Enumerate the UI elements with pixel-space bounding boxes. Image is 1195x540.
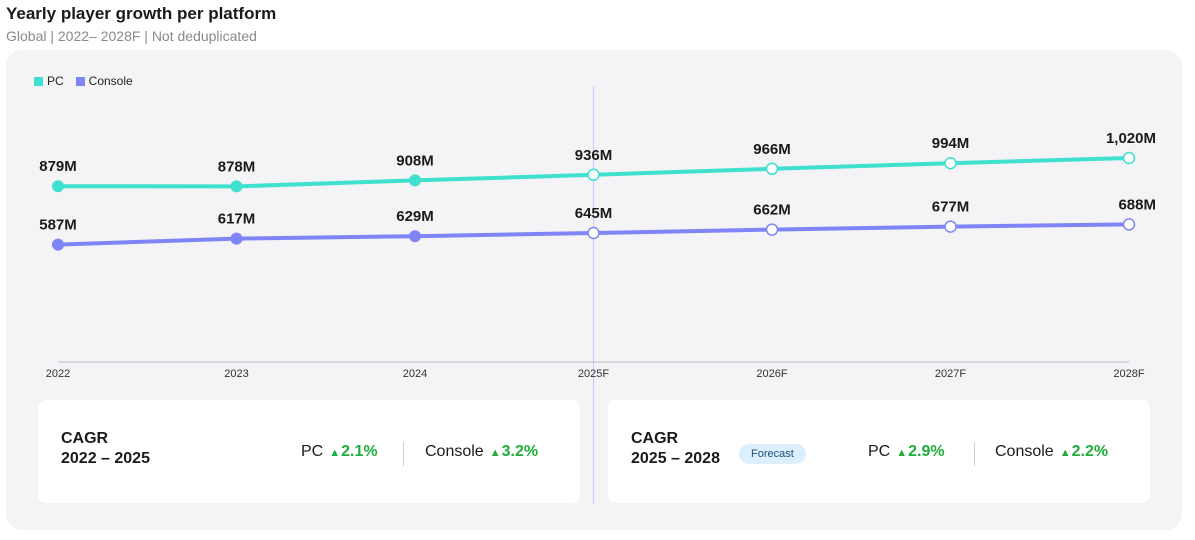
cagr-label: CAGR (631, 430, 679, 447)
data-label-console-2026f: 662M (753, 202, 791, 219)
cagr-console-name: Console (425, 443, 484, 460)
cagr-pc-metric: PC ▲2.1% (301, 443, 378, 461)
cagr-console-value: 3.2% (501, 443, 539, 460)
legend-swatch-console (75, 76, 85, 86)
data-label-console-2023: 617M (218, 211, 256, 228)
cagr-label: CAGR (61, 430, 109, 447)
cagr-range: 2025 – 2028 (631, 450, 720, 467)
forecast-badge: Forecast (739, 444, 806, 464)
data-point-pc-2028f (1122, 151, 1136, 165)
x-tick-label-2022: 2022 (46, 368, 70, 380)
legend-item-console[interactable]: Console (75, 74, 133, 88)
data-point-console-2028f (1122, 218, 1136, 231)
data-label-pc-2026f: 966M (753, 141, 791, 158)
up-arrow-icon: ▲ (329, 447, 341, 459)
cagr-console-metric: Console ▲3.2% (425, 443, 538, 461)
data-label-pc-2023: 878M (218, 158, 256, 175)
data-point-console-2026f (765, 223, 779, 236)
data-point-pc-2022 (52, 180, 64, 193)
cagr-pc-metric: PC ▲2.9% (868, 443, 945, 461)
data-label-pc-2028f: 1,020M (1106, 130, 1156, 147)
chart-legend: PC Console (34, 74, 133, 88)
data-label-console-2022: 587M (39, 217, 77, 234)
legend-label-console: Console (88, 74, 133, 88)
data-label-console-2027f: 677M (932, 199, 970, 216)
legend-swatch-pc (34, 76, 43, 86)
cagr-card-historical: CAGR 2022 – 2025 PC ▲2.1% Console ▲3.2% (38, 400, 580, 503)
data-point-pc-2024 (409, 174, 421, 187)
data-point-console-2022 (52, 238, 64, 251)
up-arrow-icon: ▲ (896, 447, 908, 459)
metric-divider (403, 442, 404, 466)
up-arrow-icon: ▲ (489, 447, 501, 459)
up-arrow-icon: ▲ (1059, 447, 1071, 459)
chart-subtitle: Global | 2022– 2028F | Not deduplicated (6, 28, 257, 44)
data-point-console-2024 (409, 230, 421, 243)
data-point-pc-2025f (587, 168, 600, 182)
data-point-console-2025f (587, 226, 600, 240)
x-tick-label-2027f: 2027F (935, 368, 966, 380)
cagr-console-name: Console (995, 443, 1054, 460)
data-point-pc-2026f (765, 162, 779, 176)
data-label-pc-2024: 908M (396, 152, 434, 169)
metric-divider (974, 442, 975, 466)
x-tick-label-2023: 2023 (224, 368, 248, 380)
x-tick-label-2025f: 2025F (578, 368, 609, 380)
data-point-pc-2023 (230, 180, 243, 193)
data-label-console-2028f: 688M (1118, 196, 1156, 213)
data-label-pc-2027f: 994M (932, 135, 970, 152)
data-label-console-2025f: 645M (575, 205, 613, 222)
data-point-pc-2027f (944, 156, 957, 170)
cagr-pc-name: PC (868, 443, 891, 460)
cagr-card-forecast: CAGR 2025 – 2028 Forecast PC ▲2.9% Consol… (608, 400, 1150, 503)
data-label-pc-2022: 879M (39, 158, 77, 175)
legend-label-pc: PC (47, 74, 64, 88)
legend-item-pc[interactable]: PC (34, 74, 64, 88)
cagr-pc-value: 2.1% (341, 443, 378, 460)
x-tick-label-2024: 2024 (403, 368, 427, 380)
data-label-console-2024: 629M (396, 208, 434, 225)
cagr-pc-value: 2.9% (908, 443, 945, 460)
x-tick-label-2028f: 2028F (1113, 368, 1144, 380)
cagr-console-metric: Console ▲2.2% (995, 443, 1108, 461)
data-point-console-2027f (944, 220, 957, 233)
chart-title: Yearly player growth per platform (6, 4, 277, 23)
cagr-console-value: 2.2% (1071, 443, 1109, 460)
cagr-range: 2022 – 2025 (61, 450, 150, 467)
cagr-pc-name: PC (301, 443, 324, 460)
data-point-console-2023 (230, 232, 243, 245)
data-label-pc-2025f: 936M (575, 147, 613, 164)
x-tick-label-2026f: 2026F (756, 368, 787, 380)
